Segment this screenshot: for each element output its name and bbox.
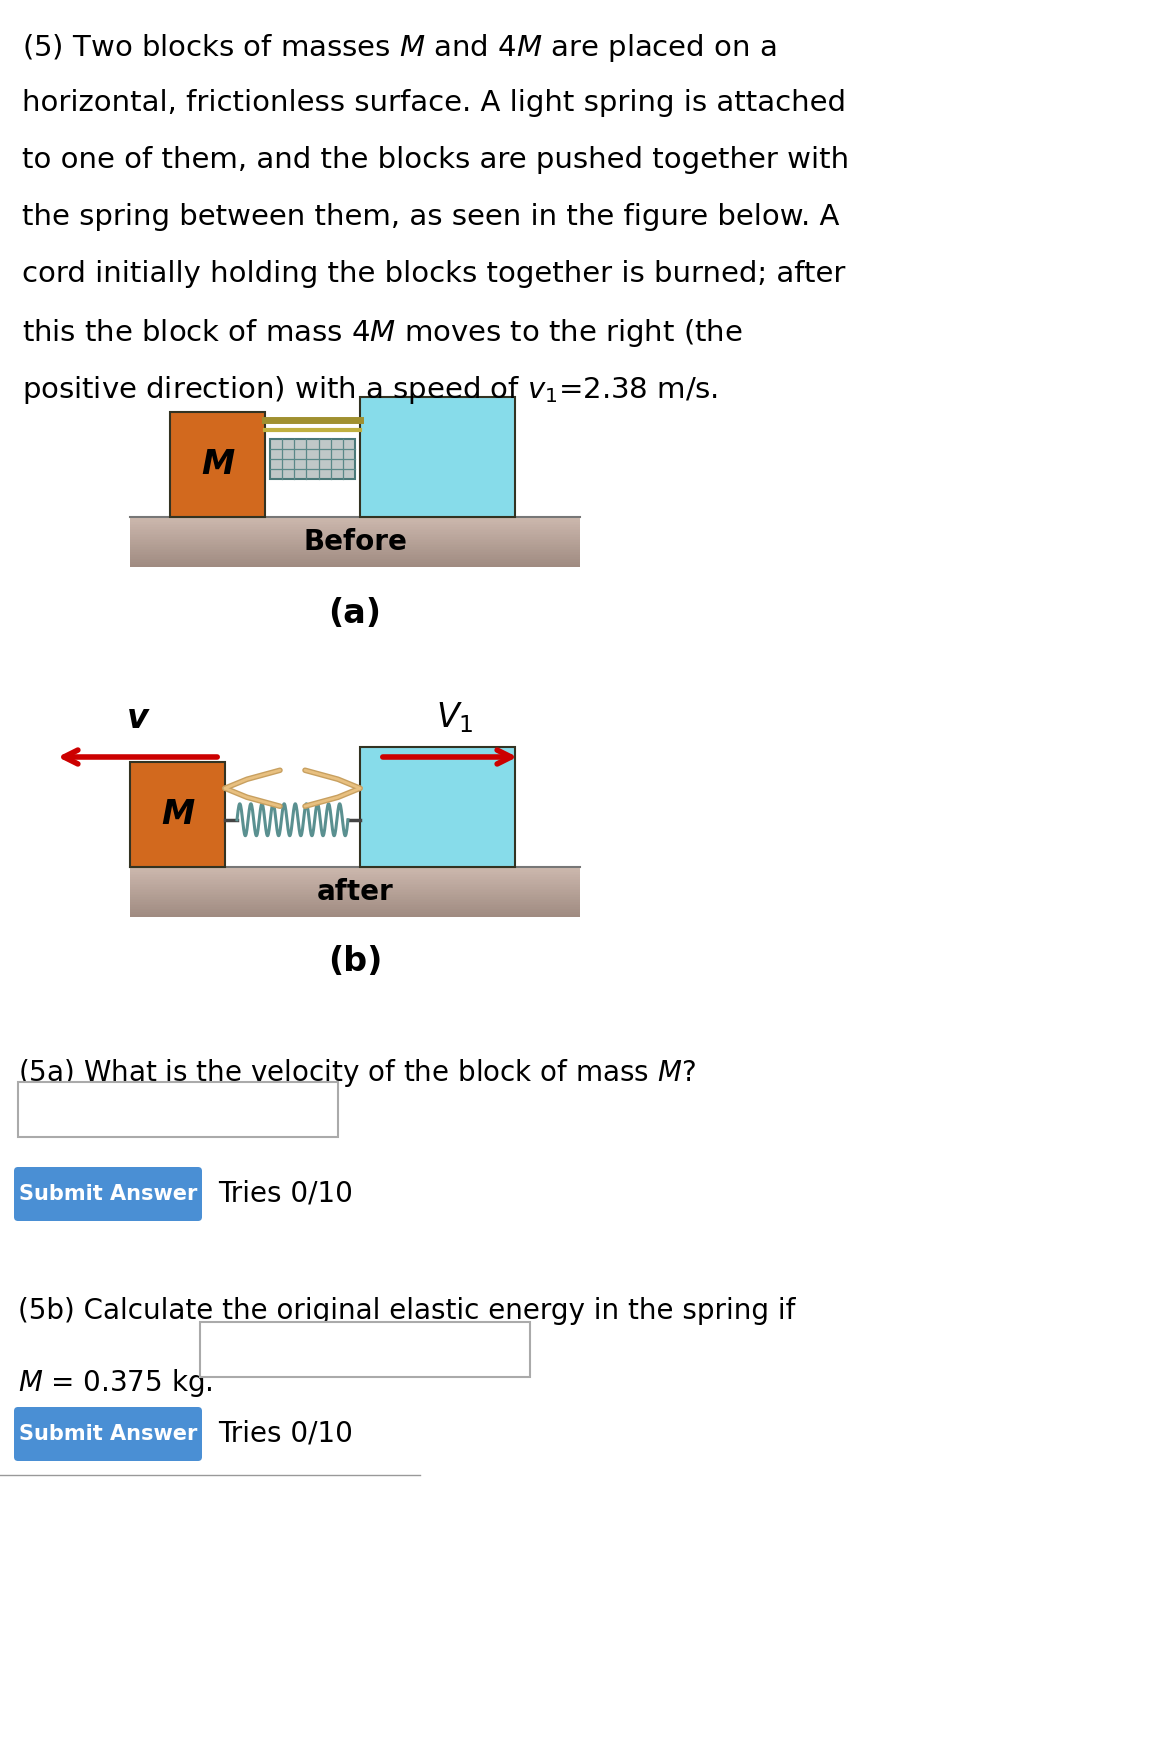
Text: (5b) Calculate the original elastic energy in the spring if: (5b) Calculate the original elastic ener… bbox=[18, 1298, 795, 1325]
Text: Before: Before bbox=[303, 528, 407, 556]
Text: positive direction) with a speed of $v_1$=2.38 m/s.: positive direction) with a speed of $v_1… bbox=[22, 373, 718, 406]
Text: $V_1$: $V_1$ bbox=[437, 700, 473, 735]
Text: Submit Answer: Submit Answer bbox=[18, 1185, 197, 1204]
Bar bbox=[170, 412, 265, 518]
FancyBboxPatch shape bbox=[14, 1407, 202, 1461]
Text: cord initially holding the blocks together is burned; after: cord initially holding the blocks togeth… bbox=[22, 261, 846, 288]
Text: M: M bbox=[200, 448, 234, 481]
Text: v: v bbox=[127, 702, 149, 735]
Text: Tries 0/10: Tries 0/10 bbox=[218, 1179, 353, 1207]
Text: horizontal, frictionless surface. A light spring is attached: horizontal, frictionless surface. A ligh… bbox=[22, 89, 846, 116]
Text: Submit Answer: Submit Answer bbox=[18, 1424, 197, 1443]
Text: (5a) What is the velocity of the block of mass $\mathit{M}$?: (5a) What is the velocity of the block o… bbox=[18, 1058, 696, 1089]
Bar bbox=[359, 747, 515, 867]
Text: (a): (a) bbox=[328, 598, 381, 631]
Text: this the block of mass 4$\mathit{M}$ moves to the right (the: this the block of mass 4$\mathit{M}$ mov… bbox=[22, 316, 743, 349]
Text: the spring between them, as seen in the figure below. A: the spring between them, as seen in the … bbox=[22, 203, 840, 231]
Text: after: after bbox=[317, 877, 393, 907]
Text: to one of them, and the blocks are pushed together with: to one of them, and the blocks are pushe… bbox=[22, 146, 849, 174]
Text: (b): (b) bbox=[328, 945, 382, 978]
Text: M: M bbox=[161, 797, 195, 830]
Bar bbox=[359, 398, 515, 518]
Text: Tries 0/10: Tries 0/10 bbox=[218, 1421, 353, 1449]
Bar bbox=[18, 1082, 338, 1138]
Bar bbox=[270, 439, 355, 479]
Text: $\mathit{M}$ = 0.375 kg.: $\mathit{M}$ = 0.375 kg. bbox=[18, 1367, 213, 1398]
Bar bbox=[200, 1322, 530, 1377]
FancyBboxPatch shape bbox=[14, 1167, 202, 1221]
Bar bbox=[130, 763, 225, 867]
Text: (5) Two blocks of masses $\mathit{M}$ and 4$\mathit{M}$ are placed on a: (5) Two blocks of masses $\mathit{M}$ an… bbox=[22, 31, 776, 64]
